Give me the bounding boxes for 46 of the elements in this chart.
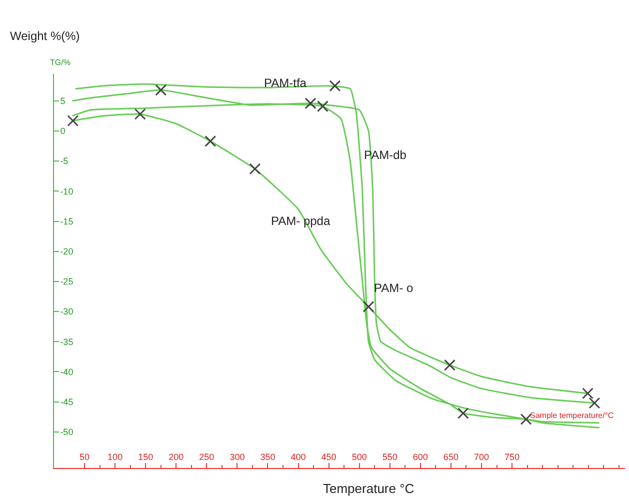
x-tick-label: 650 [443, 452, 458, 462]
y-tick-label: -20 [60, 246, 74, 256]
point [457, 407, 469, 419]
x-tick-label: 600 [412, 452, 428, 462]
x-tick-label: 700 [474, 452, 490, 462]
x-tick-label: 350 [260, 452, 276, 462]
point [329, 80, 341, 92]
x-tick-label: 300 [230, 452, 245, 462]
y-tick-label: -35 [60, 336, 74, 347]
point [520, 414, 532, 425]
y-tick-label: -5 [60, 156, 68, 166]
point [582, 388, 594, 400]
y-tick-label: -10 [60, 186, 74, 196]
x-axis-title: Temperature °C [323, 481, 414, 496]
point [444, 359, 456, 371]
y-tick-label: -25 [60, 276, 74, 287]
point [588, 397, 600, 409]
y-tick-label: -50 [60, 427, 74, 438]
x-tick-label: 100 [108, 452, 123, 462]
y-tick-label: 5 [60, 96, 66, 106]
point [316, 100, 328, 112]
point [362, 300, 374, 312]
text: TG/% [50, 58, 70, 67]
point [204, 135, 216, 147]
y-tick-label: -45 [60, 396, 74, 407]
x-tick-label: 450 [321, 452, 336, 462]
point [249, 163, 261, 175]
y-tick-label: 0 [60, 126, 66, 136]
point [67, 114, 79, 126]
x-tick-label: 50 [80, 452, 90, 462]
x-tick-label: 500 [352, 452, 367, 462]
y-tick-label: -15 [60, 216, 74, 226]
x-tick-label: 400 [290, 452, 306, 462]
y-tick-label: -30 [60, 306, 74, 317]
x-tick-label: 250 [199, 452, 214, 462]
point [134, 108, 146, 120]
x-tick-label: 200 [168, 452, 184, 462]
point [304, 98, 316, 110]
x-tick-label: 150 [138, 452, 154, 462]
point [155, 84, 167, 96]
annotation: Sample temperature/°C [530, 411, 614, 420]
x-tick-label: 750 [504, 452, 520, 462]
annotation: PAM-tfa [264, 76, 307, 90]
x-tick-label: 550 [382, 452, 398, 462]
y-axis-title: Weight %(%) [10, 29, 80, 43]
y-tick-label: -40 [60, 366, 74, 377]
